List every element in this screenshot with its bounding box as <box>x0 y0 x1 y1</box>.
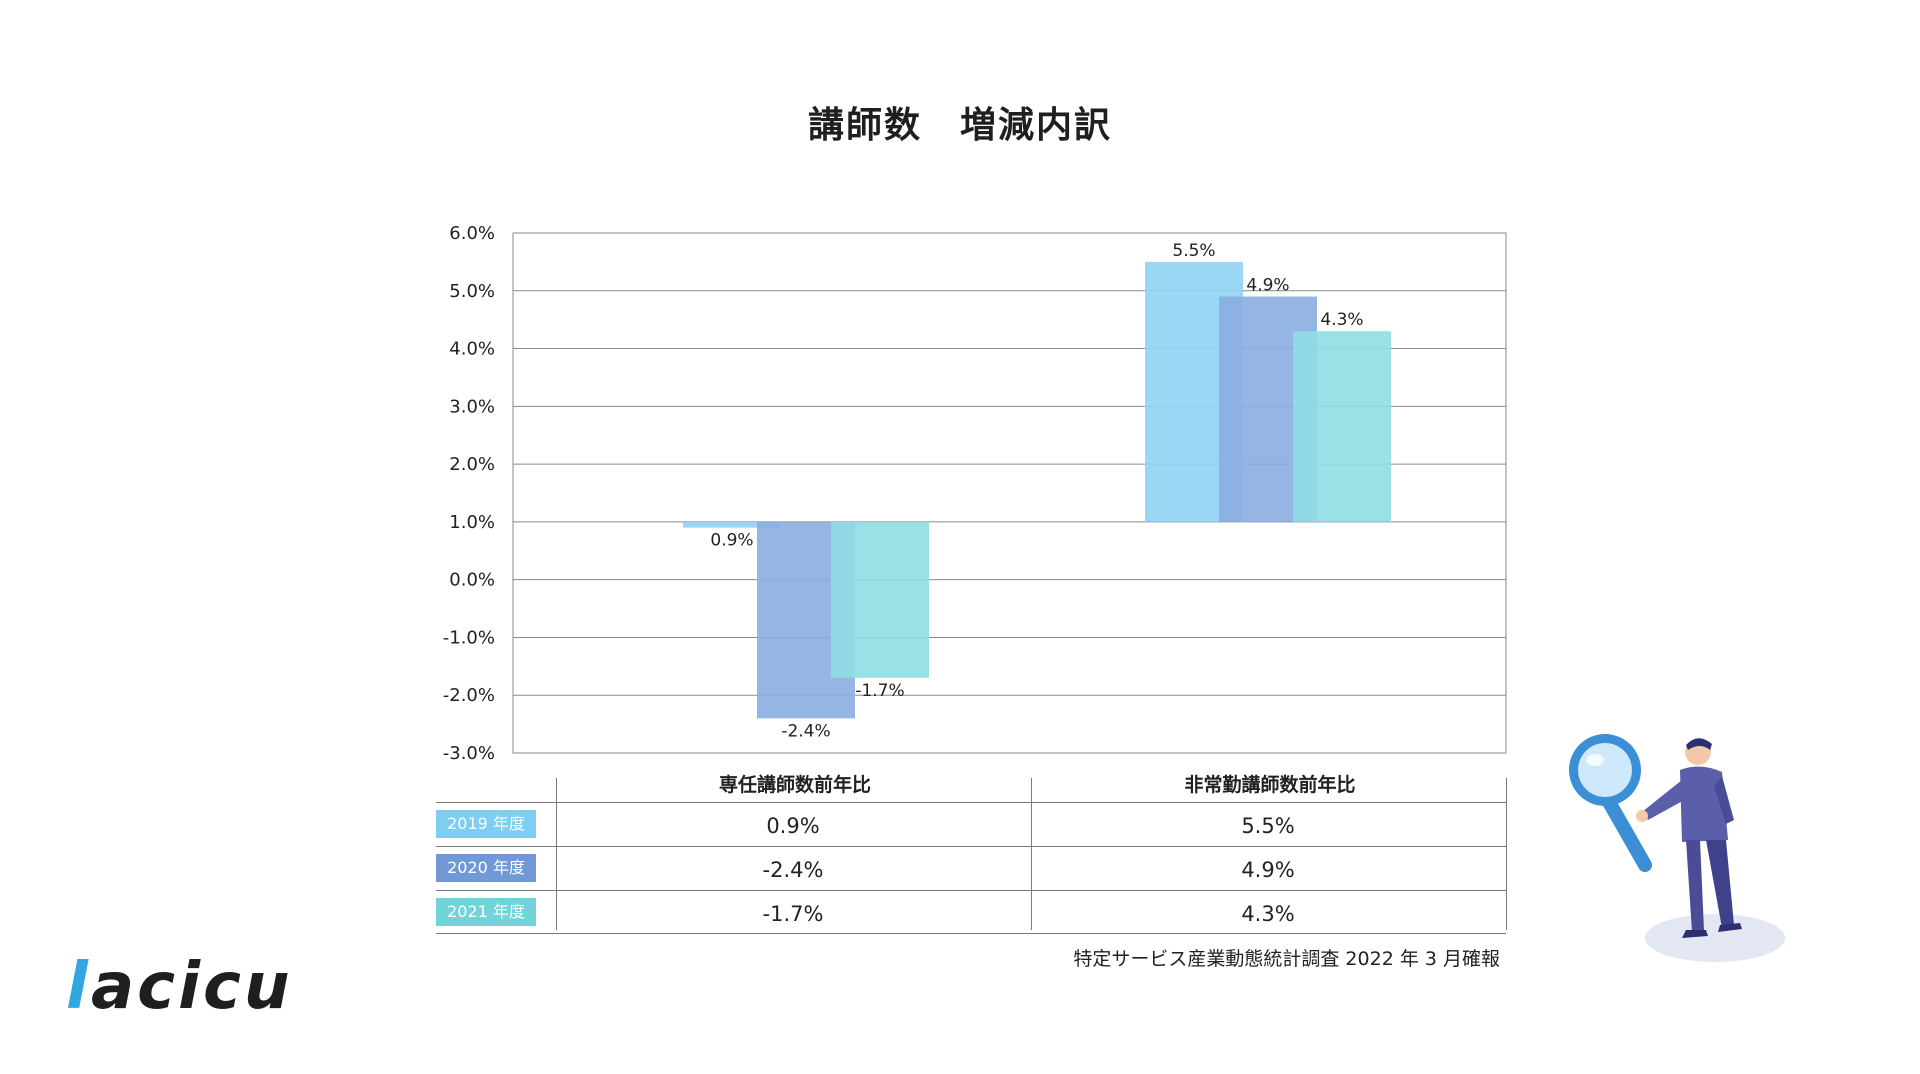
table-cell: 4.9% <box>1241 858 1295 882</box>
data-label: 0.9% <box>710 531 753 551</box>
table-cell: -2.4% <box>762 858 824 882</box>
data-label: -1.7% <box>855 681 904 701</box>
lacicu-logo: lacicu <box>66 950 293 1024</box>
legend-row-label: 2021 年度 <box>436 898 536 926</box>
chart-title: 講師数 増減内訳 <box>807 105 1112 146</box>
legend-row-label: 2020 年度 <box>436 854 536 882</box>
bar-chart: 6.0% 5.0% 4.0% 3.0% 2.0% 1.0% 0.0% -1.0% -2.0% -3… <box>443 223 1507 764</box>
table-cell: 0.9% <box>766 814 820 838</box>
table-rule <box>436 802 1506 803</box>
y-tick-label: 3.0% <box>449 396 495 417</box>
y-tick-label: 4.0% <box>449 339 495 360</box>
table-rule <box>436 890 1506 891</box>
y-tick-label: -1.0% <box>443 627 495 648</box>
table-divider <box>1031 778 1032 930</box>
table-divider <box>556 778 557 930</box>
source-note: 特定サービス産業動態統計調査 2022 年 3 月確報 <box>1073 948 1500 970</box>
y-tick-label: 0.0% <box>449 570 495 591</box>
y-tick-label: 5.0% <box>449 281 495 302</box>
data-label: 4.3% <box>1320 310 1363 330</box>
y-tick-label: -2.0% <box>443 685 495 706</box>
table-cell: 5.5% <box>1241 814 1295 838</box>
plot-frame <box>512 232 1507 754</box>
bar <box>1293 331 1391 522</box>
y-tick-label: 6.0% <box>449 223 495 244</box>
y-tick-label: -3.0% <box>443 743 495 764</box>
bar <box>831 521 929 678</box>
data-label: 4.9% <box>1246 276 1289 296</box>
bar <box>683 521 781 528</box>
table-header-fulltime: 専任講師数前年比 <box>718 774 871 796</box>
data-label: -2.4% <box>781 721 830 741</box>
table-rule <box>436 933 1506 934</box>
table-header-parttime: 非常勤講師数前年比 <box>1184 774 1356 796</box>
table-cell: -1.7% <box>762 902 824 926</box>
table-rule <box>436 846 1506 847</box>
magnifier-person-icon <box>1569 734 1785 962</box>
y-tick-label: 1.0% <box>449 512 495 533</box>
data-label: 5.5% <box>1172 241 1215 261</box>
legend-row-label: 2019 年度 <box>436 810 536 838</box>
y-tick-label: 2.0% <box>449 454 495 475</box>
table-cell: 4.3% <box>1241 902 1295 926</box>
table-divider <box>1506 778 1507 930</box>
